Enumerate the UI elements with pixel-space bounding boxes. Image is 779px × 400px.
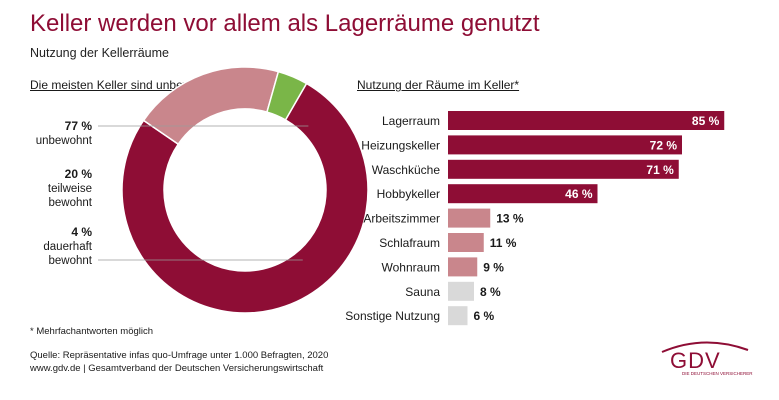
bar: [448, 306, 468, 326]
bar-value-label: 72 %: [650, 138, 678, 152]
bar-value-label: 11 %: [490, 236, 517, 250]
logo-tagline: DIE DEUTSCHEN VERSICHERER: [682, 371, 753, 376]
bar: [448, 257, 478, 277]
donut-slice: [121, 82, 369, 314]
bar: [448, 135, 682, 155]
gdv-logo: GDV DIE DEUTSCHEN VERSICHERER: [654, 338, 754, 378]
bar-category-label: Schlafraum: [379, 236, 440, 250]
bar-value-label: 8 %: [480, 285, 501, 299]
bar-value-label: 46 %: [565, 187, 593, 201]
bar: [448, 184, 598, 204]
bar-value-label: 6 %: [474, 309, 495, 323]
bar: [448, 233, 484, 252]
bar-value-label: 9 %: [483, 260, 504, 274]
donut-pct-label: 20 %: [65, 167, 93, 181]
bar-category-label: Lagerraum: [382, 114, 440, 128]
bar: [448, 111, 725, 130]
bar-category-label: Waschküche: [372, 163, 441, 177]
source-line: Quelle: Repräsentative infas quo-Umfrage…: [30, 350, 329, 361]
donut-category-label: bewohnt: [49, 197, 93, 209]
chart-title: Keller werden vor allem als Lagerräume g…: [30, 10, 540, 37]
bar-value-label: 71 %: [646, 163, 674, 177]
bar-category-label: Sauna: [405, 285, 440, 299]
bar-category-label: Hobbykeller: [377, 187, 440, 201]
donut-category-label: bewohnt: [49, 255, 93, 267]
donut-category-label: unbewohnt: [36, 135, 93, 147]
publisher-line: www.gdv.de | Gesamtverband der Deutschen…: [30, 363, 324, 374]
bar-category-label: Wohnraum: [382, 260, 440, 274]
donut-pct-label: 4 %: [71, 225, 92, 239]
donut-category-label: teilweise: [48, 183, 92, 195]
donut-slice: [266, 70, 308, 121]
footnote: * Mehrfachantworten möglich: [30, 326, 154, 337]
logo-text: GDV: [670, 348, 721, 373]
bar-value-label: 13 %: [496, 212, 524, 226]
bar-category-label: Sonstige Nutzung: [345, 309, 440, 323]
bar: [448, 159, 679, 179]
bar: [448, 208, 491, 228]
chart-subtitle: Nutzung der Kellerräume: [30, 46, 169, 60]
bar-value-label: 85 %: [692, 114, 720, 128]
donut-category-label: dauerhaft: [43, 241, 92, 253]
bar-category-label: Heizungskeller: [361, 138, 440, 152]
donut-section-title: Die meisten Keller sind unbewohnt: [30, 78, 215, 92]
bar-section-title: Nutzung der Räume im Keller*: [357, 78, 520, 92]
bar-category-label: Arbeitszimmer: [363, 212, 440, 226]
bar: [448, 281, 474, 301]
donut-pct-label: 77 %: [65, 119, 93, 133]
